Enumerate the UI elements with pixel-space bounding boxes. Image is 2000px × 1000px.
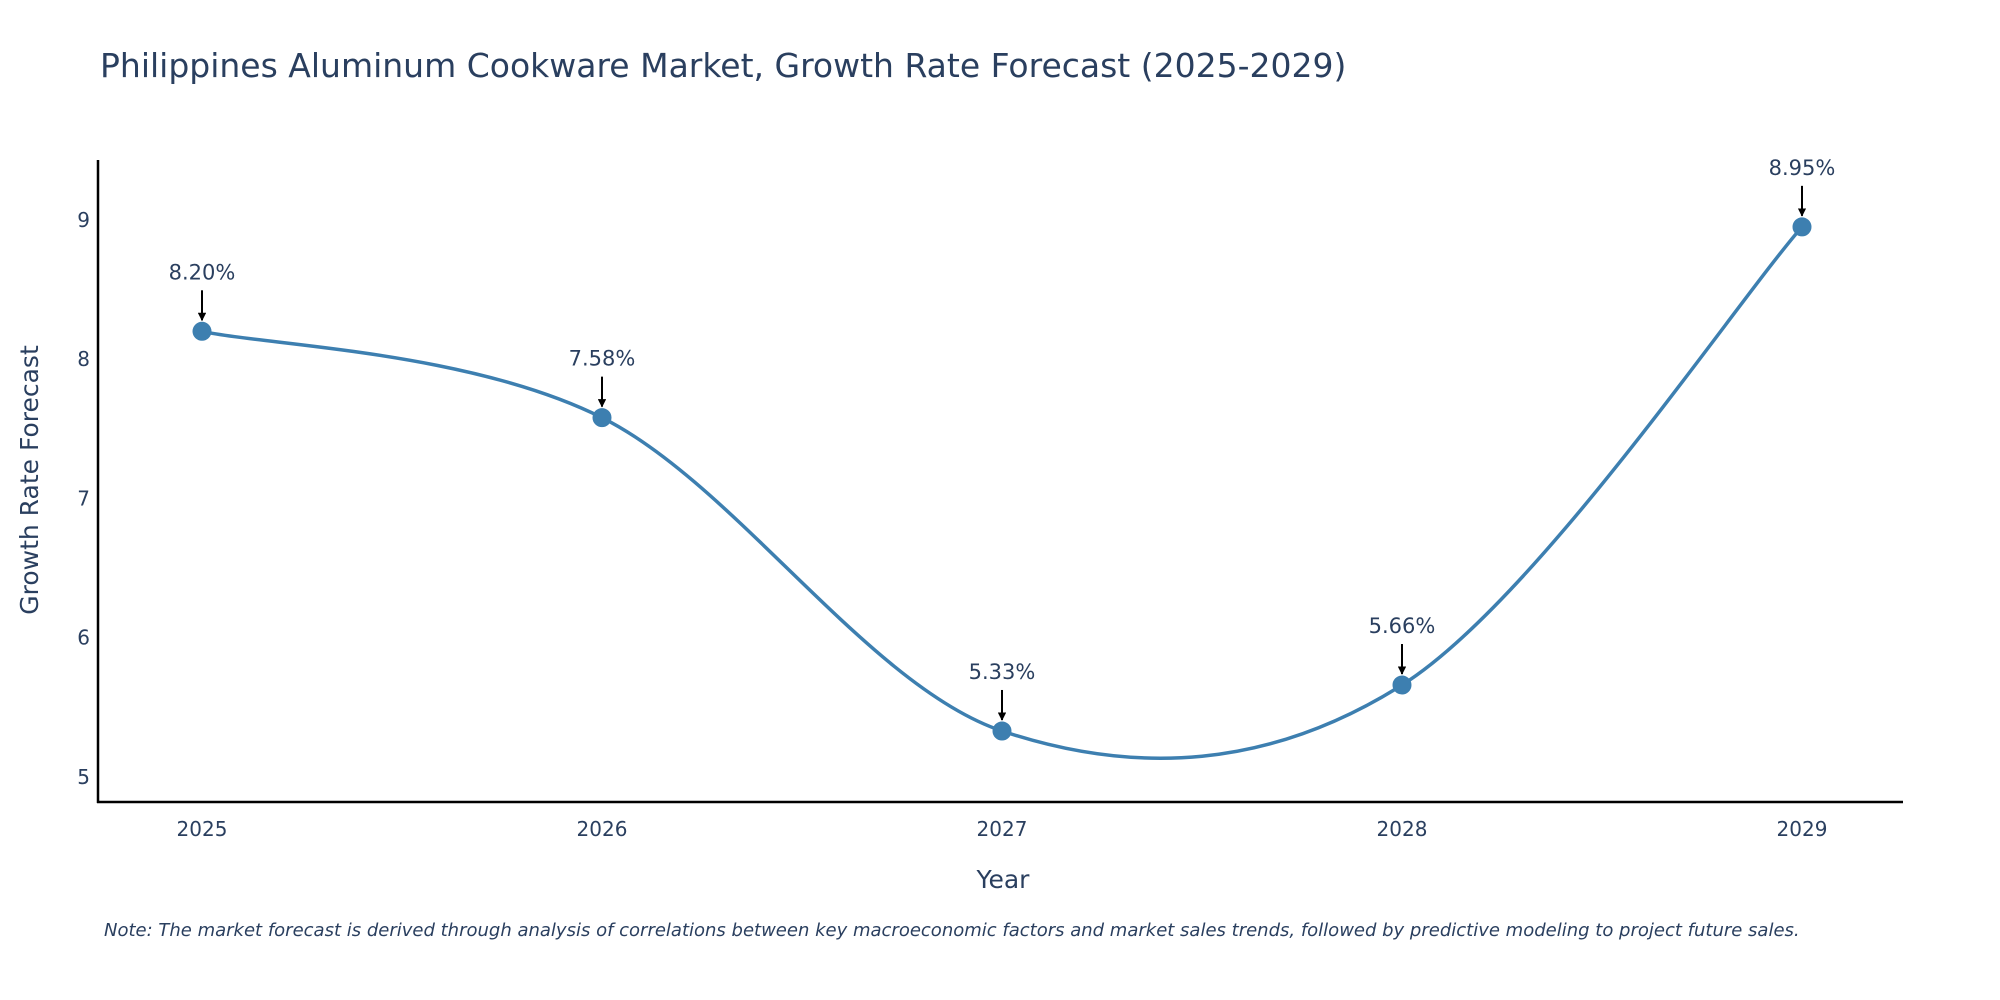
data-point: [1392, 675, 1412, 695]
data-point: [192, 321, 212, 341]
y-axis-ticks: 5 6 7 8 9: [77, 208, 90, 789]
data-markers: [192, 217, 1812, 741]
chart-title: Philippines Aluminum Cookware Market, Gr…: [100, 46, 1347, 85]
data-label: 5.66%: [1369, 614, 1436, 638]
x-axis-title: Year: [976, 865, 1031, 894]
data-label: 8.20%: [169, 260, 236, 284]
x-tick-label: 2029: [1777, 817, 1828, 841]
y-axis-title: Growth Rate Forecast: [15, 345, 44, 615]
x-tick-label: 2027: [977, 817, 1028, 841]
data-point: [592, 408, 612, 428]
y-tick-label: 8: [77, 347, 90, 371]
y-tick-label: 5: [77, 765, 90, 789]
data-point: [992, 721, 1012, 741]
footnote: Note: The market forecast is derived thr…: [104, 920, 1800, 941]
data-label: 7.58%: [569, 347, 636, 371]
x-tick-label: 2028: [1377, 817, 1428, 841]
data-label: 5.33%: [969, 660, 1036, 684]
y-tick-label: 6: [77, 626, 90, 650]
data-point: [1792, 217, 1812, 237]
y-tick-label: 9: [77, 208, 90, 232]
data-label: 8.95%: [1769, 156, 1836, 180]
data-labels: 8.20% 7.58% 5.33% 5.66% 8.95%: [169, 156, 1836, 721]
x-tick-label: 2026: [577, 817, 628, 841]
x-tick-label: 2025: [177, 817, 228, 841]
y-tick-label: 7: [77, 486, 90, 510]
x-axis-ticks: 2025 2026 2027 2028 2029: [177, 817, 1828, 841]
